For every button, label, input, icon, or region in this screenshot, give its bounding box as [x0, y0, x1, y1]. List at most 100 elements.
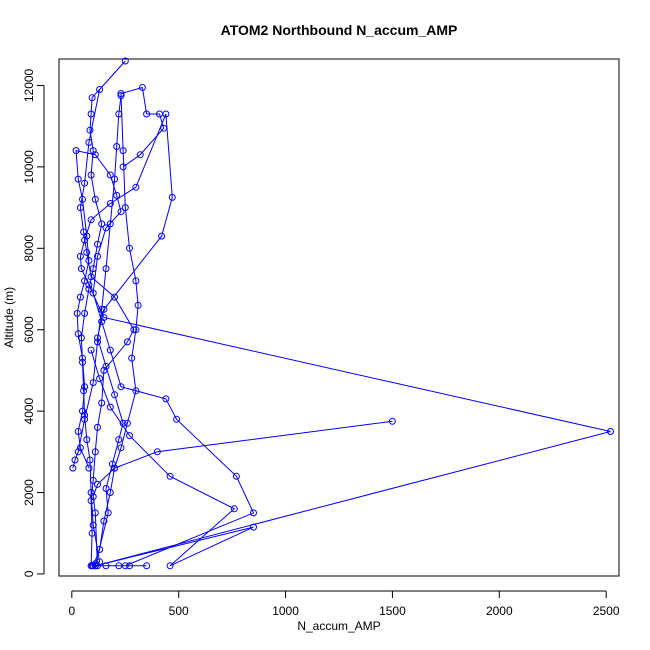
data-point [158, 232, 166, 240]
data-point [89, 289, 97, 297]
y-tick-label: 10000 [22, 150, 36, 184]
series-line-1 [79, 60, 135, 567]
data-point [76, 293, 84, 301]
data-point [106, 403, 114, 411]
x-axis-label: N_accum_AMP [297, 619, 380, 633]
data-point [166, 472, 174, 480]
data-point [173, 415, 181, 423]
data-point [87, 273, 95, 281]
data-point [73, 309, 81, 317]
data-point [111, 175, 119, 183]
data-point [98, 220, 106, 228]
y-tick-label: 0 [22, 570, 36, 577]
data-point [81, 179, 89, 187]
data-point [102, 224, 110, 232]
data-point [79, 354, 86, 362]
data-point [102, 485, 110, 492]
data-point [89, 562, 97, 570]
data-point [81, 415, 89, 423]
data-point [74, 448, 82, 456]
x-tick-label: 0 [68, 604, 75, 618]
data-point [87, 171, 95, 179]
data-point [119, 163, 127, 171]
data-point [88, 529, 96, 537]
data-point [87, 346, 95, 354]
data-point [96, 86, 104, 93]
data-point [77, 265, 85, 273]
y-axis: 0 2000 4000 6000 8000 10000 12000 [22, 68, 45, 577]
data-point [96, 375, 104, 383]
x-axis: 0 500 1000 1500 2000 2500 [68, 590, 620, 618]
data-point [106, 200, 114, 207]
data-point [230, 505, 238, 513]
data-point [94, 480, 101, 488]
data-point [98, 399, 106, 407]
data-point [85, 257, 93, 264]
data-point [166, 562, 174, 570]
data-point [115, 436, 123, 444]
plot-area [69, 57, 614, 570]
data-point [96, 546, 104, 553]
data-point [106, 220, 114, 228]
x-tick-label: 500 [169, 604, 189, 618]
data-point [106, 171, 114, 179]
data-point [143, 562, 151, 570]
data-point [100, 305, 108, 313]
x-tick-label: 1500 [379, 604, 406, 618]
data-point [79, 407, 86, 415]
x-tick-label: 2500 [593, 604, 620, 618]
x-tick-label: 2000 [486, 604, 513, 618]
data-point [119, 147, 127, 155]
data-point [91, 509, 99, 517]
data-point [83, 248, 91, 256]
data-point [74, 330, 82, 338]
data-point [102, 362, 110, 370]
data-point [117, 92, 125, 100]
data-point [126, 244, 133, 252]
data-point [87, 110, 95, 118]
data-point [113, 143, 121, 150]
data-point [130, 326, 138, 334]
data-point [123, 419, 131, 427]
data-point [156, 110, 163, 118]
data-point [76, 252, 84, 260]
data-point [388, 417, 396, 425]
data-point [113, 191, 121, 199]
data-point [74, 175, 82, 183]
data-point [132, 183, 140, 191]
y-tick-label: 2000 [22, 479, 36, 506]
data-point [134, 301, 142, 309]
data-point [115, 562, 123, 570]
data-point [85, 139, 93, 146]
data-point [128, 354, 136, 362]
data-point [132, 387, 140, 395]
data-point [98, 305, 106, 313]
data-point [168, 193, 176, 201]
data-point [138, 84, 146, 91]
data-point [94, 423, 101, 431]
data-point [607, 428, 614, 435]
data-point [117, 444, 125, 452]
data-point [121, 57, 129, 65]
data-point [69, 464, 77, 472]
data-point [136, 151, 144, 159]
data-point [81, 309, 89, 317]
data-point [111, 293, 119, 301]
data-point [132, 277, 140, 285]
data-point [250, 523, 257, 531]
data-point [86, 126, 94, 134]
chart-title: ATOM2 Northbound N_accum_AMP [221, 22, 458, 38]
y-tick-label: 8000 [22, 235, 36, 262]
data-point [102, 265, 110, 273]
data-point [85, 281, 93, 289]
data-point [123, 338, 131, 346]
data-point [85, 464, 93, 472]
data-point [89, 476, 97, 484]
data-point [160, 124, 168, 132]
data-point [91, 151, 99, 159]
data-point [106, 489, 114, 496]
data-point [119, 419, 127, 427]
series-line-4 [72, 95, 122, 469]
